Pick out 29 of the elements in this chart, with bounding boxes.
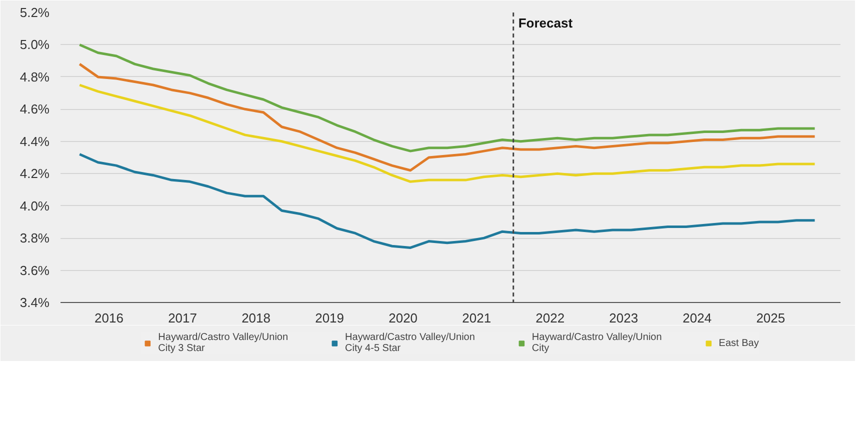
x-tick-label: 2025: [756, 310, 786, 326]
x-tick-label: 2016: [94, 310, 124, 326]
x-tick-label: 2021: [462, 310, 492, 326]
y-tick-label: 4.6%: [20, 102, 50, 117]
y-tick-label: 3.6%: [20, 262, 50, 278]
ref-line-label: Forecast: [518, 16, 574, 30]
y-tick-label: 3.4%: [20, 295, 50, 310]
legend-label: East Bay: [718, 338, 759, 348]
line-series: [78, 62, 816, 172]
y-tick-label: 3.8%: [20, 230, 50, 246]
line-series: [78, 153, 816, 249]
legend-label: Hayward/Castro Valley/Union City: [532, 332, 662, 354]
x-tick-label: 2018: [242, 310, 271, 326]
x-tick-label: 2019: [315, 310, 344, 326]
y-tick-label: 4.8%: [20, 69, 50, 84]
y-tick-label: 4.0%: [20, 198, 50, 214]
legend-label: Hayward/Castro Valley/Union City 4-5 Star: [345, 332, 475, 354]
y-tick-label: 5.2%: [20, 5, 50, 20]
y-tick-label: 4.4%: [20, 134, 50, 149]
x-tick-label: 2023: [609, 310, 638, 326]
x-tick-label: 2017: [168, 310, 197, 326]
legend-label: Hayward/Castro Valley/Union City 3 Star: [158, 332, 288, 354]
x-tick-label: 2022: [536, 310, 565, 326]
x-tick-label: 2024: [682, 310, 712, 326]
y-tick-label: 5.0%: [20, 37, 50, 52]
x-tick-label: 2020: [388, 310, 418, 326]
line-series: [78, 43, 816, 152]
line-series: [78, 84, 816, 183]
y-tick-label: 4.2%: [20, 166, 50, 182]
